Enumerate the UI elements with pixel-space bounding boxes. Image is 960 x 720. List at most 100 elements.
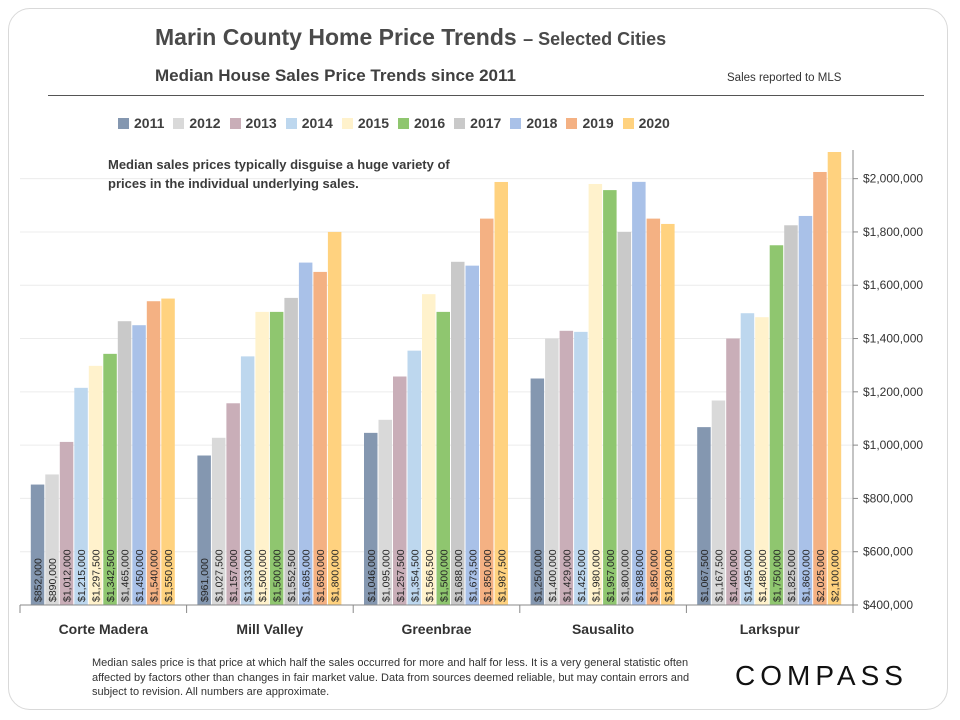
data-label: $1,046,000 xyxy=(366,549,378,602)
bar xyxy=(465,265,479,605)
legend-label: 2016 xyxy=(414,115,446,131)
data-label: $1,750,000 xyxy=(771,549,783,602)
data-label: $1,425,000 xyxy=(576,549,588,602)
data-label: $1,250,000 xyxy=(532,549,544,602)
data-label: $1,550,000 xyxy=(163,549,175,602)
data-label: $961,000 xyxy=(199,558,211,602)
y-tick-label: $800,000 xyxy=(863,491,913,505)
data-label: $1,095,000 xyxy=(380,549,392,602)
bar xyxy=(103,353,117,605)
data-label: $1,830,000 xyxy=(663,549,675,602)
data-label: $1,800,000 xyxy=(619,549,631,602)
chart-title: Marin County Home Price Trends – Selecte… xyxy=(155,24,666,51)
legend-item: 2016 xyxy=(398,115,445,131)
bar xyxy=(255,311,269,605)
data-label: $1,800,000 xyxy=(330,549,342,602)
data-label: $1,429,000 xyxy=(561,549,573,602)
bar xyxy=(226,403,240,605)
bar xyxy=(603,190,617,606)
data-label: $1,354,500 xyxy=(409,549,421,602)
bar xyxy=(813,171,827,605)
data-label: $1,342,500 xyxy=(105,549,117,602)
y-tick-label: $1,600,000 xyxy=(863,278,923,292)
bar xyxy=(88,365,103,605)
data-label: $1,685,000 xyxy=(301,549,313,602)
bar xyxy=(617,231,632,606)
bar xyxy=(480,218,494,605)
chart-subtitle: Median House Sales Price Trends since 20… xyxy=(155,66,516,85)
data-label: $1,988,000 xyxy=(634,549,646,602)
legend-label: 2017 xyxy=(470,115,502,131)
bar xyxy=(132,325,146,605)
data-label: $1,650,000 xyxy=(315,549,327,602)
compass-logo: COMPASS xyxy=(735,660,908,691)
legend-item: 2017 xyxy=(454,115,501,131)
x-tick-label: Mill Valley xyxy=(236,621,303,637)
data-label: $1,297,500 xyxy=(91,549,103,602)
legend-label: 2015 xyxy=(357,115,389,131)
bar xyxy=(313,271,327,605)
chart-legend: 2011 2012 2013 2014 2015 2016 2017 2018 2019 2020 xyxy=(118,115,679,131)
footnote: Median sales price is that price at whic… xyxy=(92,657,690,698)
bar xyxy=(364,432,378,605)
bar xyxy=(327,231,342,606)
data-label: $1,027,500 xyxy=(214,549,226,602)
bar xyxy=(45,474,59,605)
bar xyxy=(545,338,559,605)
legend-item: 2013 xyxy=(229,115,277,131)
data-label: $890,000 xyxy=(47,558,59,602)
data-label: $1,500,000 xyxy=(272,549,284,602)
bar xyxy=(827,152,842,605)
bar xyxy=(269,311,284,605)
legend-swatch xyxy=(454,117,466,129)
bar xyxy=(211,437,226,605)
data-label: $1,215,000 xyxy=(76,549,88,602)
bar xyxy=(711,400,726,605)
bar xyxy=(697,427,711,605)
legend-label: 2011 xyxy=(134,115,165,131)
header-divider xyxy=(48,95,924,96)
bar xyxy=(240,356,255,605)
source-note: Sales reported to MLS xyxy=(727,72,842,84)
data-label: $1,980,000 xyxy=(590,549,602,602)
legend-item: 2012 xyxy=(173,115,221,131)
data-label: $1,673,500 xyxy=(467,549,479,602)
y-tick-label: $1,000,000 xyxy=(863,438,923,452)
data-label: $1,825,000 xyxy=(786,549,798,602)
title-suffix: – Selected Cities xyxy=(523,29,667,49)
legend-label: 2012 xyxy=(189,115,221,131)
bar xyxy=(117,321,132,605)
data-label: $1,500,000 xyxy=(257,549,269,602)
legend-item: 2019 xyxy=(566,115,614,131)
data-label: $1,167,500 xyxy=(713,549,725,602)
legend-swatch xyxy=(566,117,578,129)
bar xyxy=(436,311,450,605)
bar xyxy=(451,261,465,605)
data-label: $1,540,000 xyxy=(149,549,161,602)
data-label: $1,957,000 xyxy=(605,549,617,602)
bar xyxy=(197,455,211,605)
bar xyxy=(422,294,436,605)
bar xyxy=(30,484,45,605)
chart-annotation: Median sales prices typically disguise a… xyxy=(108,157,450,191)
legend-swatch xyxy=(118,117,129,129)
x-tick-label: Larkspur xyxy=(740,621,800,637)
bar xyxy=(798,215,813,605)
bar xyxy=(393,376,407,605)
legend-swatch xyxy=(341,117,353,129)
bar xyxy=(407,350,421,605)
legend-item: 2011 xyxy=(118,115,164,131)
data-label: $1,400,000 xyxy=(728,549,740,602)
data-label: $1,067,500 xyxy=(699,549,711,602)
data-label: $1,495,000 xyxy=(742,549,754,602)
data-label: $1,012,000 xyxy=(62,549,74,602)
data-label: $1,157,000 xyxy=(228,549,240,602)
legend-label: 2013 xyxy=(245,115,277,131)
legend-swatch xyxy=(510,117,522,129)
bar xyxy=(74,387,88,605)
y-tick-label: $1,200,000 xyxy=(863,385,923,399)
legend-item: 2018 xyxy=(510,115,557,131)
data-label: $1,480,000 xyxy=(757,549,769,602)
x-tick-label: Corte Madera xyxy=(59,621,149,637)
